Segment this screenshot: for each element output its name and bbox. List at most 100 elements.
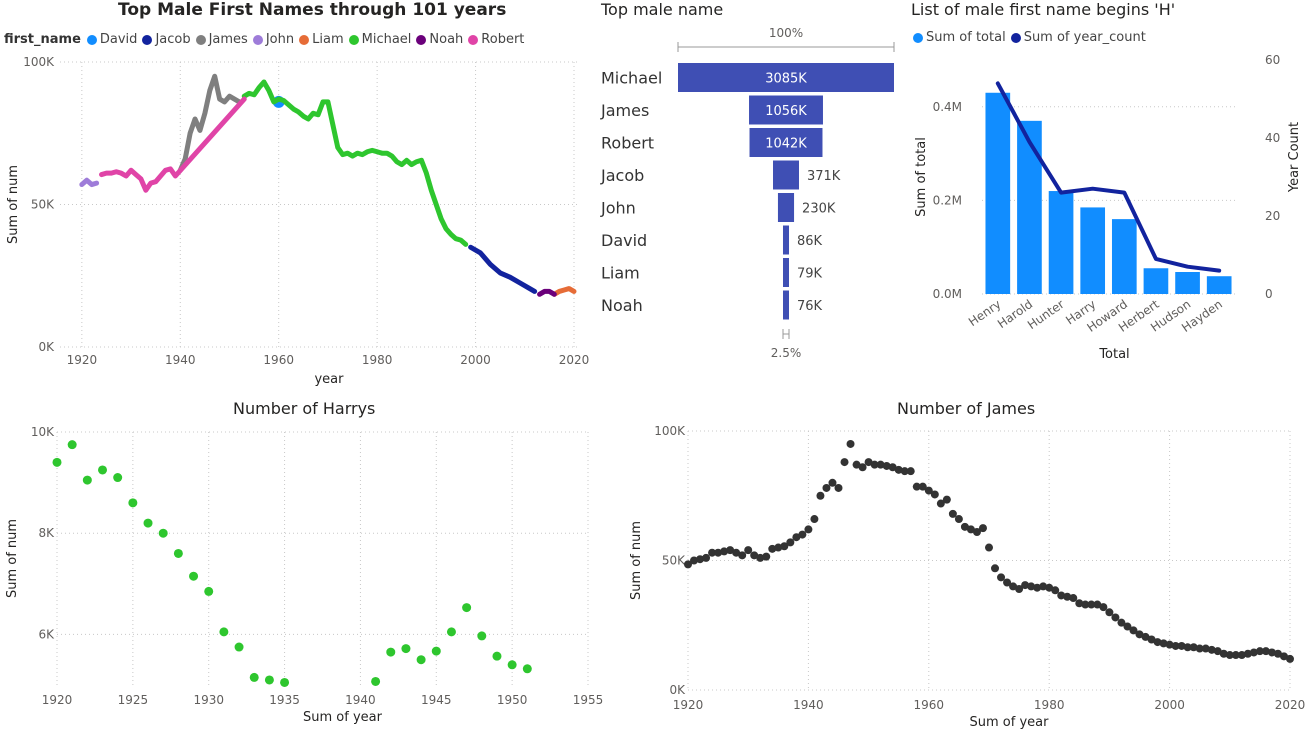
scatter-point bbox=[1147, 635, 1156, 644]
scatter-point bbox=[189, 571, 199, 581]
funnel-category-label: Michael bbox=[601, 69, 662, 88]
x-axis-title: Total bbox=[1098, 347, 1129, 362]
scatter-point bbox=[708, 548, 717, 557]
scatter-point bbox=[762, 552, 771, 561]
scatter-point bbox=[1075, 599, 1084, 608]
line-chart-title: Top Male First Names through 101 years bbox=[118, 0, 507, 20]
legend-swatch bbox=[416, 34, 427, 45]
scatter-point bbox=[1063, 592, 1072, 601]
scatter-point bbox=[1255, 647, 1264, 656]
scatter-point bbox=[1159, 639, 1168, 648]
x-tick-label: 1920 bbox=[67, 353, 98, 367]
scatter-point bbox=[942, 495, 951, 504]
scatter-point bbox=[234, 642, 244, 652]
x-tick-label: 1935 bbox=[269, 693, 300, 707]
y-tick-label: 50K bbox=[31, 198, 55, 212]
series-line-liam bbox=[551, 286, 577, 297]
combo-legend-line-swatch bbox=[1010, 32, 1021, 43]
james-svg: 0K 50K 100K 1920 1940 1960 1980 2000 2020 Sum of … bbox=[629, 424, 1305, 730]
scatter-point bbox=[1231, 651, 1240, 660]
scatter-point bbox=[978, 524, 987, 533]
legend-swatch bbox=[468, 34, 479, 45]
bar-hunter bbox=[1048, 191, 1074, 294]
scatter-point bbox=[870, 460, 879, 469]
x-tick-label: 2020 bbox=[559, 353, 590, 367]
funnel-bar-noah bbox=[783, 290, 789, 320]
scatter-point bbox=[972, 528, 981, 537]
legend-item-jacob: Jacob bbox=[142, 32, 191, 47]
scatter-point bbox=[738, 551, 747, 560]
scatter-point bbox=[1069, 594, 1078, 603]
scatter-point bbox=[1057, 591, 1066, 600]
scatter-point bbox=[128, 498, 138, 508]
scatter-point bbox=[1195, 644, 1204, 653]
scatter-point bbox=[1123, 622, 1132, 631]
harry-title: Number of Harrys bbox=[233, 399, 376, 418]
scatter-point bbox=[876, 460, 885, 469]
x-tick-label: 1920 bbox=[42, 693, 73, 707]
funnel-value-label: 3085K bbox=[765, 72, 807, 87]
x-tick-label: 1930 bbox=[193, 693, 224, 707]
scatter-point bbox=[113, 473, 123, 483]
x-tick-label: 1945 bbox=[421, 693, 452, 707]
scatter-point bbox=[1135, 630, 1144, 639]
scatter-point bbox=[906, 467, 915, 476]
scatter-point bbox=[690, 556, 699, 565]
y-tick-label: 100K bbox=[654, 424, 686, 438]
x-tick-label: 2000 bbox=[1154, 698, 1185, 712]
funnel-value-label: 86K bbox=[797, 234, 823, 249]
x-tick-label: 2020 bbox=[1275, 698, 1305, 712]
scatter-point bbox=[416, 655, 426, 665]
funnel-panel: Top male name 100% Michael 3085K James 1056K… bbox=[595, 0, 905, 370]
scatter-point bbox=[173, 548, 183, 558]
scatter-point bbox=[768, 544, 777, 553]
funnel-value-label: 230K bbox=[802, 202, 836, 217]
scatter-point bbox=[1249, 648, 1258, 657]
scatter-point bbox=[696, 555, 705, 564]
legend-item-liam: Liam bbox=[299, 32, 344, 47]
x-tick-label: 1925 bbox=[118, 693, 149, 707]
scatter-point bbox=[960, 522, 969, 531]
scatter-point bbox=[249, 672, 259, 682]
legend-swatch bbox=[299, 34, 310, 45]
scatter-point bbox=[1207, 645, 1216, 654]
series-line-noah bbox=[537, 288, 557, 297]
scatter-point bbox=[930, 490, 939, 499]
funnel-value-label: 76K bbox=[797, 299, 823, 314]
scatter-point bbox=[1237, 651, 1246, 660]
scatter-point bbox=[1279, 652, 1288, 661]
scatter-point bbox=[882, 461, 891, 470]
scatter-point bbox=[492, 651, 502, 661]
series-line-robert bbox=[99, 96, 247, 193]
funnel-title: Top male name bbox=[601, 0, 724, 19]
scatter-point bbox=[726, 546, 735, 555]
scatter-point bbox=[1105, 608, 1114, 617]
y2-tick-label: 60 bbox=[1265, 53, 1280, 67]
x-tick-label: 1980 bbox=[1034, 698, 1065, 712]
combo-title: List of male first name begins 'H' bbox=[911, 0, 1176, 19]
scatter-point bbox=[714, 548, 723, 557]
scatter-point bbox=[888, 463, 897, 472]
x-tick-label: 1940 bbox=[345, 693, 376, 707]
funnel-bar-liam bbox=[783, 258, 789, 287]
scatter-point bbox=[991, 564, 1000, 573]
scatter-point bbox=[1009, 582, 1018, 591]
scatter-point bbox=[852, 460, 861, 469]
combo-legend-line-label: Sum of year_count bbox=[1023, 30, 1146, 45]
scatter-point bbox=[816, 491, 825, 500]
scatter-point bbox=[386, 647, 396, 657]
legend-item-david: David bbox=[86, 32, 137, 47]
scatter-point bbox=[804, 525, 813, 534]
scatter-point bbox=[997, 573, 1006, 582]
scatter-point bbox=[1171, 641, 1180, 650]
scatter-point bbox=[1177, 641, 1186, 650]
x-tick-label: 1960 bbox=[263, 353, 294, 367]
scatter-point bbox=[1087, 600, 1096, 609]
harry-svg: 6K 8K 10K 1920 1925 1930 1935 1940 1945 1950 1955 S… bbox=[5, 425, 604, 725]
line-chart-panel: Top Male First Names through 101 years f… bbox=[0, 0, 600, 395]
scatter-point bbox=[786, 538, 795, 547]
y2-tick-label: 20 bbox=[1265, 209, 1280, 223]
x-tick-label: 1955 bbox=[573, 693, 604, 707]
scatter-point bbox=[1243, 649, 1252, 658]
y2-axis-title: Year Count bbox=[1287, 122, 1302, 193]
